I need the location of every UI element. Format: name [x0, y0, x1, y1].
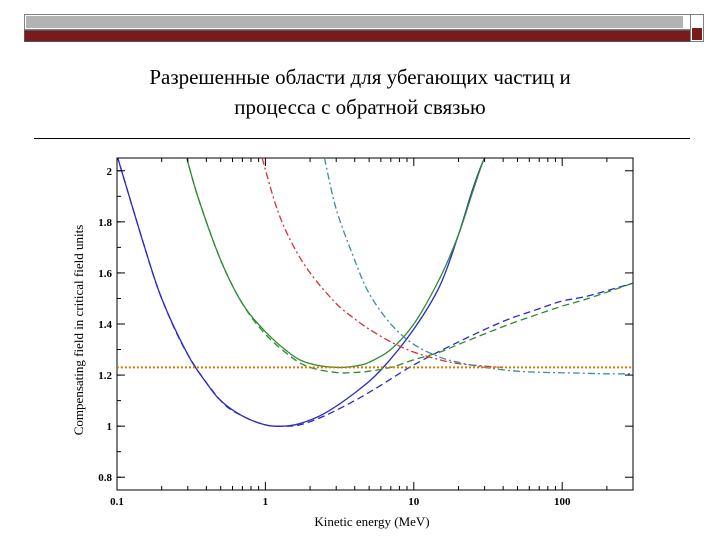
series-line-blue-dashed: [117, 158, 633, 427]
title-divider: [34, 138, 690, 139]
y-tick-label: 1.8: [98, 217, 112, 229]
y-tick-label: 1.4: [98, 319, 112, 331]
y-tick-label: 1.6: [98, 268, 112, 280]
series-line-green-solid: [186, 158, 486, 369]
slide-title-line-1: Разрешенные области для убегающих частиц…: [149, 65, 571, 89]
series-line-cyan-dashdot: [323, 158, 633, 375]
y-tick-label: 0.8: [98, 472, 112, 484]
header-corner-box: [690, 14, 704, 42]
slide-title-line-2: процесса с обратной связью: [234, 95, 486, 119]
header-gray-bar: [24, 14, 692, 30]
x-axis-label: Kinetic energy (MeV): [314, 514, 429, 529]
plot-frame: [116, 157, 634, 491]
series-line-blue-solid: [117, 158, 486, 427]
y-tick-label: 1.2: [98, 370, 112, 382]
plot-area-border: [116, 157, 634, 491]
ticks-layer: 0.1 1 10 100 0.8 1 1.2 1.4 1.6 1.8 2: [98, 158, 633, 508]
y-tick-label: 2: [107, 166, 113, 178]
x-tick-label: 10: [408, 496, 420, 508]
y-axis-label: Compensating field in critical field uni…: [71, 225, 86, 435]
series-line-green-dashed: [186, 158, 633, 374]
series-line-red-dashdot: [261, 158, 504, 369]
y-tick-label: 1: [107, 421, 113, 433]
slide-title: Разрешенные области для убегающих частиц…: [60, 62, 660, 122]
x-tick-label: 0.1: [110, 496, 124, 508]
x-tick-label: 1: [263, 496, 269, 508]
x-tick-label: 100: [554, 496, 571, 508]
series-layer: [117, 158, 633, 427]
